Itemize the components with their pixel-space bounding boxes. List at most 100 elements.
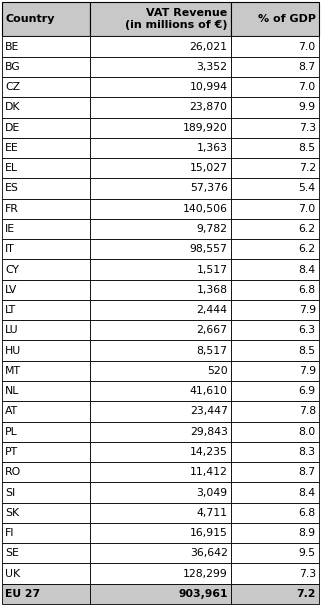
Text: 8.3: 8.3 [299,447,316,457]
Bar [231,442,319,462]
Bar [2,219,90,239]
Text: FI: FI [5,528,15,538]
Bar [90,98,231,118]
Bar [90,239,231,259]
Text: 6.2: 6.2 [299,224,316,234]
Bar [90,564,231,584]
Bar [90,219,231,239]
Text: CZ: CZ [5,82,20,92]
Bar [2,2,90,36]
Text: 903,961: 903,961 [178,589,228,599]
Bar [2,401,90,422]
Text: EU 27: EU 27 [5,589,40,599]
Bar [90,259,231,280]
Text: 36,642: 36,642 [190,548,228,558]
Text: 23,870: 23,870 [190,102,228,112]
Bar [90,341,231,361]
Bar [90,401,231,422]
Bar [90,118,231,138]
Text: BE: BE [5,42,20,52]
Text: 520: 520 [207,366,228,376]
Text: 7.0: 7.0 [299,42,316,52]
Text: 23,447: 23,447 [190,407,228,416]
Text: 10,994: 10,994 [190,82,228,92]
Text: MT: MT [5,366,21,376]
Bar [90,199,231,219]
Bar [231,462,319,482]
Bar [2,523,90,543]
Text: LV: LV [5,285,18,295]
Bar [2,158,90,178]
Bar [2,462,90,482]
Bar [231,543,319,564]
Text: 2,667: 2,667 [197,325,228,335]
Bar [2,36,90,57]
Bar [231,118,319,138]
Text: IE: IE [5,224,15,234]
Bar [90,178,231,199]
Text: 29,843: 29,843 [190,427,228,437]
Text: UK: UK [5,568,20,579]
Text: AT: AT [5,407,18,416]
Bar [2,361,90,381]
Text: 8.9: 8.9 [299,528,316,538]
Text: 1,368: 1,368 [197,285,228,295]
Bar [90,543,231,564]
Bar [231,401,319,422]
Text: SI: SI [5,487,15,498]
Bar [2,98,90,118]
Bar [231,98,319,118]
Text: 3,352: 3,352 [197,62,228,72]
Text: 1,363: 1,363 [197,143,228,153]
Bar [231,36,319,57]
Text: 7.0: 7.0 [299,82,316,92]
Text: 8.5: 8.5 [299,345,316,356]
Bar [231,178,319,199]
Bar [2,138,90,158]
Bar [231,219,319,239]
Text: 7.3: 7.3 [299,122,316,133]
Bar [2,422,90,442]
Bar [2,239,90,259]
Bar [90,158,231,178]
Text: 15,027: 15,027 [190,163,228,173]
Text: VAT Revenue
(in millions of €): VAT Revenue (in millions of €) [125,8,228,30]
Text: BG: BG [5,62,21,72]
Bar [231,138,319,158]
Bar [90,502,231,523]
Bar [2,320,90,341]
Bar [231,77,319,98]
Bar [231,320,319,341]
Text: 3,049: 3,049 [196,487,228,498]
Text: SE: SE [5,548,19,558]
Text: 9,782: 9,782 [197,224,228,234]
Text: HU: HU [5,345,22,356]
Text: 8.4: 8.4 [299,487,316,498]
Bar [231,523,319,543]
Bar [231,2,319,36]
Text: 41,610: 41,610 [190,386,228,396]
Text: PL: PL [5,427,18,437]
Text: 8.7: 8.7 [299,62,316,72]
Bar [231,482,319,502]
Text: 57,376: 57,376 [190,184,228,193]
Text: 2,444: 2,444 [197,305,228,315]
Bar [90,361,231,381]
Bar [231,584,319,604]
Text: 6.2: 6.2 [299,244,316,255]
Text: EE: EE [5,143,19,153]
Text: DE: DE [5,122,21,133]
Bar [231,57,319,77]
Text: CY: CY [5,265,19,275]
Bar [90,442,231,462]
Bar [2,77,90,98]
Text: EL: EL [5,163,18,173]
Bar [90,584,231,604]
Bar [90,422,231,442]
Text: 8.0: 8.0 [299,427,316,437]
Text: Country: Country [5,14,55,24]
Text: 6.9: 6.9 [299,386,316,396]
Text: 128,299: 128,299 [183,568,228,579]
Text: 6.8: 6.8 [299,285,316,295]
Text: 98,557: 98,557 [190,244,228,255]
